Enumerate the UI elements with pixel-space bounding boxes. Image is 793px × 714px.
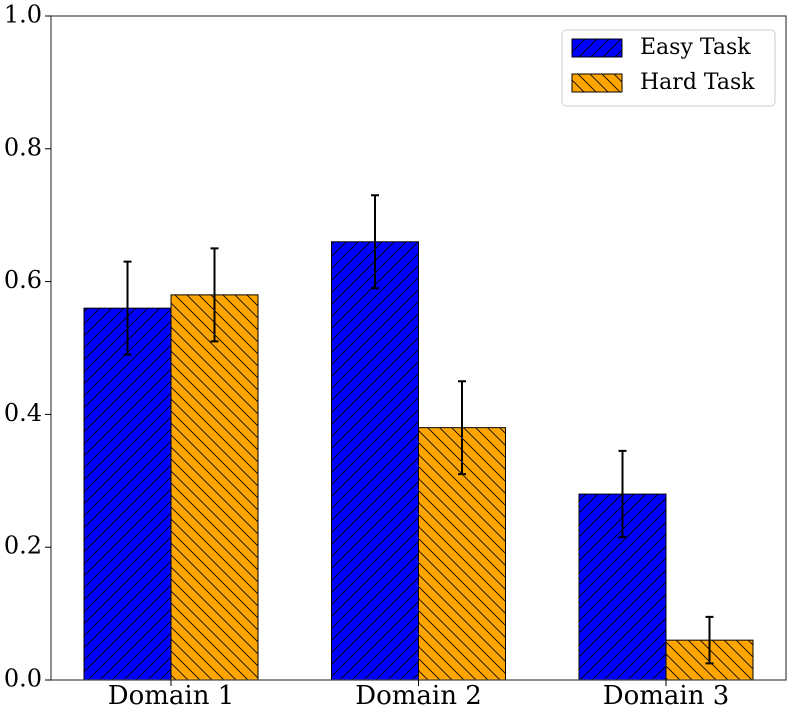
error-bar	[618, 449, 627, 539]
legend: Easy Task Hard Task	[561, 29, 776, 107]
legend-label: Easy Task	[640, 35, 751, 60]
y-tick-label: 0.8	[4, 133, 42, 161]
bar-hatch	[170, 294, 259, 681]
plot-area	[83, 194, 754, 681]
legend-swatch-hatch	[571, 38, 623, 58]
error-bar	[458, 380, 466, 476]
x-tick-label: Domain 3	[603, 681, 730, 711]
bar-hatch	[418, 427, 506, 681]
bar-hatch	[331, 241, 419, 681]
y-tick-label: 0.6	[4, 266, 42, 294]
error-bar	[210, 247, 219, 343]
y-tick-label: 1.0	[4, 1, 42, 29]
legend-swatch-hatch	[571, 73, 623, 93]
x-tick-label: Domain 1	[108, 681, 235, 711]
error-bar	[371, 194, 379, 290]
error-bar	[705, 615, 714, 665]
y-tick-label: 0.0	[4, 665, 42, 693]
bar-hatch	[83, 307, 172, 681]
x-tick-label: Domain 2	[355, 681, 482, 711]
y-tick-label: 0.2	[4, 532, 42, 560]
legend-label: Hard Task	[640, 70, 755, 95]
y-tick-label: 0.4	[4, 399, 42, 427]
error-bar	[123, 260, 132, 356]
